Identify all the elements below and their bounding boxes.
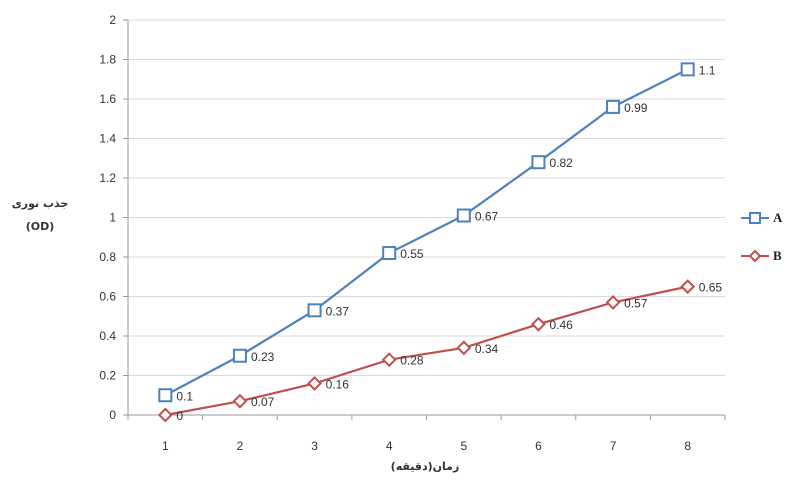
x-tick-label: 2 (237, 439, 244, 453)
legend-label-a: A (773, 210, 783, 225)
series-a-data-label: 0.55 (400, 247, 424, 261)
series-a-marker (158, 388, 173, 403)
y-tick-label: 0.2 (99, 369, 116, 383)
series-b-line (165, 285, 688, 417)
y-tick-label: 0.4 (99, 329, 116, 343)
series-b-marker (531, 316, 546, 332)
series-b-marker (605, 295, 621, 310)
series-a-marker (382, 246, 397, 261)
y-tick-labels: 0 0.2 0.4 0.6 0.8 1 1.2 1.4 1.6 1.8 2 (99, 13, 116, 422)
series-b-data-label: 0.34 (475, 342, 499, 356)
series-b-marker (680, 279, 696, 295)
series-b-data-label: 0.16 (326, 377, 350, 391)
legend-marker-b (748, 249, 762, 263)
series-b-data-label: 0.28 (400, 354, 424, 368)
series-a-line (164, 68, 689, 397)
gridlines (128, 19, 725, 376)
y-tick-label: 1 (109, 211, 116, 225)
series-b-data-label: 0 (176, 409, 183, 423)
series-b-marker (232, 393, 248, 409)
legend-item-b: B (741, 248, 782, 263)
legend-item-a: A (741, 210, 783, 225)
y-tick-label: 1.4 (99, 132, 116, 146)
x-axis-title: زمان(دقیقه) (391, 460, 460, 473)
x-tick-label: 3 (311, 439, 318, 453)
series-b-marker (307, 375, 322, 391)
y-tick-label: 1.2 (99, 171, 116, 185)
series-a-data-label: 0.82 (549, 156, 573, 170)
series-b-marker (381, 352, 397, 368)
series-b-data-label: 0.65 (699, 281, 723, 295)
y-tick-label: 1.8 (99, 53, 116, 67)
y-axis-title-line2: (OD) (26, 220, 55, 233)
y-tick-label: 0 (109, 408, 116, 422)
y-tick-label: 0.6 (99, 290, 116, 304)
series-b-data-label: 0.57 (624, 296, 648, 310)
x-tick-label: 7 (610, 439, 617, 453)
x-tick-label: 4 (386, 439, 393, 453)
legend-marker-a (749, 212, 761, 224)
data-labels: 0.1 0.23 0.37 0.55 0.67 0.82 0.99 1.1 0 0.07 0.16 0… (176, 63, 722, 423)
series-a-marker (307, 303, 322, 318)
series-a-data-label: 0.37 (326, 304, 350, 318)
series-a-data-label: 0.23 (251, 350, 275, 364)
y-tick-label: 1.6 (99, 92, 116, 106)
y-axis-title-line1: جذب نوری (12, 197, 69, 210)
legend-label-b: B (773, 248, 782, 263)
series-a-marker (232, 348, 247, 363)
x-tick-labels: 1 2 3 4 5 6 7 8 (162, 439, 691, 453)
series-a-marker (531, 155, 546, 170)
x-tick-label: 1 (162, 439, 169, 453)
series-b-marker (456, 340, 472, 356)
x-tick-label: 8 (684, 439, 691, 453)
series-a-marker (606, 99, 621, 114)
series-a-data-label: 1.1 (699, 63, 716, 77)
y-tick-label: 0.8 (99, 250, 116, 264)
axes (123, 19, 726, 420)
series-a-marker (680, 62, 695, 77)
legend: A B (741, 210, 783, 263)
series-a-marker (456, 208, 471, 223)
series-a-data-label: 0.1 (176, 389, 193, 403)
series-a-data-label: 0.99 (624, 101, 648, 115)
series-b-marker (157, 407, 173, 423)
series-b-data-label: 0.46 (549, 318, 573, 332)
series-group (157, 62, 696, 423)
series-b-data-label: 0.07 (251, 395, 275, 409)
series-a-data-label: 0.67 (475, 210, 499, 224)
x-tick-label: 5 (460, 439, 467, 453)
y-tick-label: 2 (109, 13, 116, 27)
x-tick-label: 6 (535, 439, 542, 453)
